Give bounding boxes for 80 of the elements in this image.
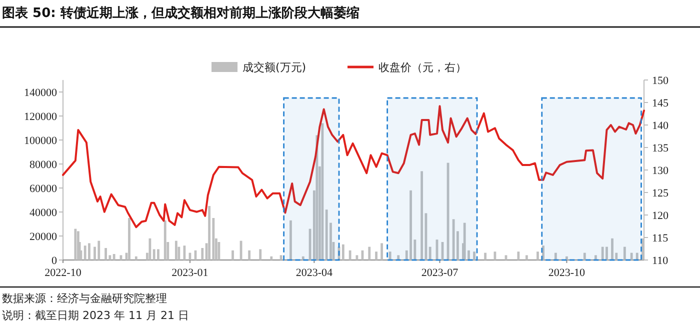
x-tick-label: 2023-04 xyxy=(296,267,333,279)
bar xyxy=(270,256,273,260)
bar xyxy=(74,228,77,260)
bar xyxy=(542,246,544,260)
bar xyxy=(636,252,638,260)
y2-tick-label: 135 xyxy=(652,142,669,154)
bar xyxy=(606,246,608,260)
y-tick-label: 60000 xyxy=(30,183,58,195)
bar xyxy=(325,210,328,260)
bar xyxy=(174,240,178,260)
bar xyxy=(98,240,100,260)
bar xyxy=(517,252,520,260)
x-tick-label: 2022-10 xyxy=(44,267,82,279)
x-tick-label: 2023-07 xyxy=(421,267,459,279)
bar xyxy=(232,250,234,260)
bar xyxy=(148,238,152,260)
bar xyxy=(201,248,204,260)
y-tick-label: 0 xyxy=(52,255,58,267)
legend-label: 收盘价（元，右） xyxy=(378,61,466,74)
text: 说明：截至日期 2023 年 11 月 21 日 xyxy=(2,309,189,322)
y2-tick-label: 115 xyxy=(652,232,669,244)
bar xyxy=(128,218,130,260)
bar xyxy=(428,246,432,260)
source-note: 数据来源：经济与金融研究院整理 xyxy=(2,292,167,305)
bar xyxy=(157,249,160,260)
y2-tick-label: 125 xyxy=(652,188,669,200)
x-tick-label: 2023-01 xyxy=(172,267,208,279)
bar xyxy=(248,250,251,260)
bar xyxy=(152,249,156,260)
bar xyxy=(259,249,262,260)
bar xyxy=(388,252,392,260)
bar xyxy=(380,243,383,260)
y2-tick-label: 130 xyxy=(652,165,669,177)
bar xyxy=(463,222,466,260)
legend-label: 成交额(万元) xyxy=(242,61,306,74)
bar xyxy=(583,252,586,260)
chart-title: 图表 50: 转债近期上涨，但成交额相对前期上涨阶段大幅萎缩 xyxy=(2,5,360,21)
y2-tick-label: 110 xyxy=(652,255,669,267)
y-tick-label: 20000 xyxy=(30,231,58,243)
bar xyxy=(623,246,626,260)
bar xyxy=(452,219,455,260)
bar xyxy=(218,242,220,260)
bar xyxy=(525,255,528,260)
y2-tick-label: 145 xyxy=(652,98,669,110)
bar xyxy=(630,252,633,260)
bar xyxy=(420,171,424,260)
y-tick-label: 120000 xyxy=(24,111,58,123)
bar xyxy=(88,243,90,260)
bar xyxy=(316,135,318,260)
bar xyxy=(484,252,486,260)
bar xyxy=(112,254,116,260)
bar xyxy=(290,220,292,260)
bar xyxy=(375,252,378,260)
y2-tick-label: 140 xyxy=(652,120,669,132)
y2-tick-label: 120 xyxy=(652,210,669,222)
bar xyxy=(473,252,476,260)
bar xyxy=(164,220,166,260)
bar xyxy=(594,255,597,260)
y-tick-label: 80000 xyxy=(30,159,58,171)
y-tick-label: 40000 xyxy=(30,207,58,219)
y2-tick-label: 150 xyxy=(652,75,669,87)
bar xyxy=(601,246,604,260)
y-tick-label: 140000 xyxy=(24,87,58,99)
bar xyxy=(104,248,107,260)
x-tick-label: 2023-10 xyxy=(548,267,586,279)
bar xyxy=(208,206,210,260)
bar xyxy=(397,255,400,260)
bar xyxy=(554,252,557,260)
y-tick-label: 100000 xyxy=(24,135,58,147)
bar xyxy=(536,252,539,260)
bar xyxy=(611,238,614,260)
bar xyxy=(321,123,324,260)
bar xyxy=(566,256,568,260)
bar xyxy=(342,244,344,260)
bar xyxy=(183,246,186,260)
bar xyxy=(410,190,412,260)
bar xyxy=(368,246,371,260)
bar xyxy=(302,256,304,260)
bar xyxy=(84,246,86,260)
bar xyxy=(134,256,138,260)
